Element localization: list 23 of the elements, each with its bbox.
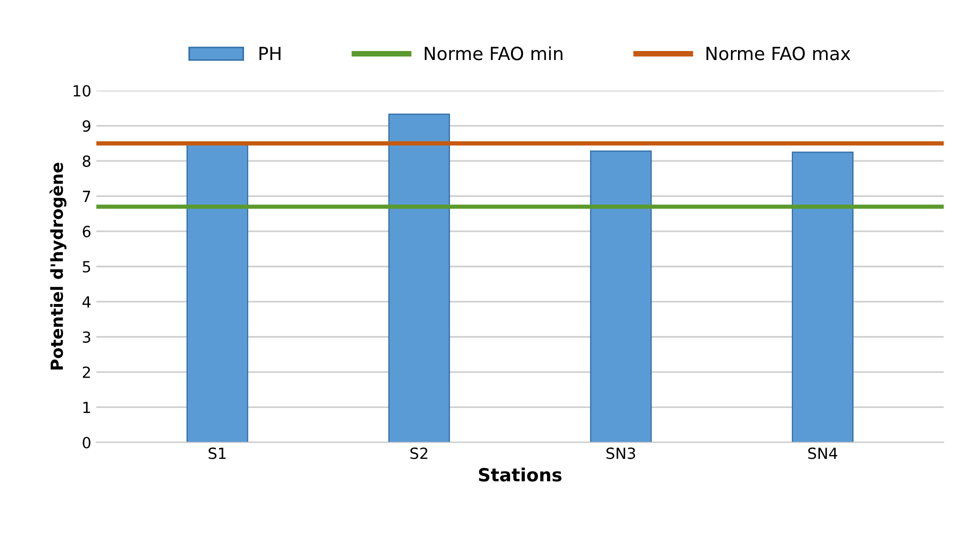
x-axis-title: Stations	[478, 468, 562, 482]
bar	[792, 152, 854, 442]
x-tick-label: S1	[208, 448, 226, 460]
legend-label: Norme FAO max	[706, 46, 850, 60]
y-tick-label: 2	[82, 366, 90, 378]
y-axis-title: Potentiel d'hydrogène	[50, 162, 66, 370]
bar	[590, 150, 652, 442]
y-tick-label: 9	[82, 120, 90, 132]
y-tick-label: 5	[82, 261, 90, 273]
legend-label: PH	[260, 46, 280, 60]
y-tick-label: 6	[82, 226, 90, 238]
legend-label: Norme FAO min	[424, 46, 562, 60]
y-tick-label: 8	[82, 155, 90, 167]
x-tick-label: S2	[410, 448, 428, 460]
y-tick-label: 1	[83, 402, 90, 414]
bar	[388, 114, 450, 442]
x-tick-label: SN3	[606, 448, 636, 460]
y-tick-label: 7	[82, 190, 90, 202]
y-tick-label: 3	[82, 331, 90, 343]
y-tick-label: 10	[74, 85, 90, 97]
y-tick-label: 0	[82, 436, 90, 448]
y-tick-label: 4	[82, 296, 91, 308]
x-tick-label: SN4	[808, 448, 838, 460]
